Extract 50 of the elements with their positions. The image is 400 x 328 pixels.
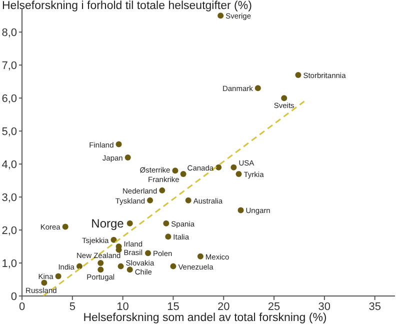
y-tick-label: 0 xyxy=(10,290,17,303)
point xyxy=(147,197,154,204)
point xyxy=(254,85,261,92)
point xyxy=(185,197,192,204)
y-tick-label: 3,0 xyxy=(2,192,17,204)
x-tick-label: 25 xyxy=(268,300,280,313)
x-tick-label: 20 xyxy=(217,300,230,313)
point xyxy=(238,207,244,214)
point xyxy=(124,154,131,160)
point xyxy=(165,234,172,240)
x-tick-label: 15 xyxy=(167,300,180,313)
point xyxy=(295,72,302,78)
point xyxy=(126,220,133,226)
x-tick-label: 30 xyxy=(318,300,331,313)
point xyxy=(98,260,104,266)
y-tick-label: 6,0 xyxy=(2,92,17,105)
point xyxy=(116,141,122,148)
point xyxy=(98,266,104,273)
point xyxy=(281,95,288,102)
point xyxy=(62,224,68,230)
x-tick-label: 5 xyxy=(69,300,76,313)
point xyxy=(216,164,222,170)
x-tick-label: 0 xyxy=(18,300,26,313)
annotation: Norge xyxy=(91,216,124,230)
point xyxy=(163,220,170,226)
point xyxy=(145,250,152,256)
point xyxy=(170,263,176,270)
x-axis-title: Helseforskning som andel av total forskning (%) xyxy=(82,312,328,324)
x-tick-label: 10 xyxy=(116,300,129,313)
point xyxy=(197,253,204,260)
point xyxy=(55,273,62,280)
point xyxy=(126,266,133,273)
point xyxy=(230,164,237,170)
y-tick-label: 4,0 xyxy=(2,158,17,171)
point xyxy=(236,170,242,177)
y-tick-label: 5,0 xyxy=(2,126,17,138)
y-tick-label: 8,0 xyxy=(2,26,17,39)
point xyxy=(172,168,178,174)
point xyxy=(41,280,48,286)
point xyxy=(76,263,82,270)
x-tick-label: 35 xyxy=(368,300,381,313)
point xyxy=(180,170,186,177)
y-tick-label: 2,0 xyxy=(2,224,17,237)
point xyxy=(110,236,117,243)
y-axis-title: Helseforskning i forhold til totale helseutgifter (%) xyxy=(2,0,252,12)
point xyxy=(218,12,224,19)
point xyxy=(159,187,166,194)
point xyxy=(118,263,124,270)
y-tick-label: 1,0 xyxy=(2,258,17,270)
y-tick-label: 7,0 xyxy=(2,60,17,72)
